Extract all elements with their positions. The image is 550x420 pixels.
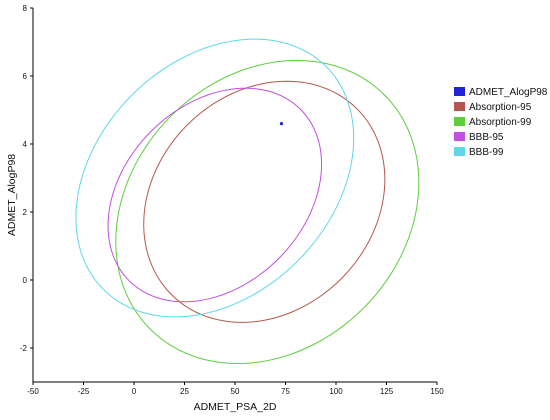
legend-label: BBB-99 xyxy=(469,147,504,158)
x-tick-label: -50 xyxy=(27,387,39,396)
data-point xyxy=(279,122,284,126)
legend-label: ADMET_AlogP98 xyxy=(469,87,548,98)
x-tick-label: -25 xyxy=(78,387,90,396)
y-tick-label: -2 xyxy=(20,344,28,353)
y-tick-label: 0 xyxy=(23,276,28,285)
x-tick-label: 100 xyxy=(329,387,343,396)
y-tick-label: 4 xyxy=(23,140,28,149)
legend-swatch xyxy=(454,147,465,156)
y-tick-label: 8 xyxy=(23,4,28,13)
legend-swatch xyxy=(454,87,465,96)
x-tick-label: 75 xyxy=(281,387,290,396)
ellipse-absorption-99 xyxy=(115,59,420,365)
ellipse-absorption-95 xyxy=(143,80,386,323)
legend-label: Absorption-95 xyxy=(469,102,532,113)
x-axis-title: ADMET_PSA_2D xyxy=(194,401,277,413)
axes: -50 -25 0 25 50 75 100 125 150 -2 0 2 4 6 8 xyxy=(20,4,444,396)
ellipse-bbb-99 xyxy=(75,38,355,318)
y-tick-label: 2 xyxy=(23,208,28,217)
x-tick-label: 25 xyxy=(180,387,189,396)
legend: ADMET_AlogP98 Absorption-95 Absorption-99 B… xyxy=(454,87,548,158)
y-tick-label: 6 xyxy=(23,72,28,81)
x-tick-label: 125 xyxy=(380,387,394,396)
x-tick-label: 0 xyxy=(132,387,137,396)
legend-label: BBB-95 xyxy=(469,132,504,143)
x-tick-label: 50 xyxy=(231,387,240,396)
ellipse-bbb-95 xyxy=(107,87,323,303)
legend-swatch xyxy=(454,132,465,141)
plot-area xyxy=(75,38,420,365)
legend-swatch xyxy=(454,102,465,111)
legend-swatch xyxy=(454,117,465,126)
y-axis-title: ADMET_AlogP98 xyxy=(6,154,18,236)
x-tick-label: 150 xyxy=(430,387,444,396)
legend-label: Absorption-99 xyxy=(469,117,532,128)
